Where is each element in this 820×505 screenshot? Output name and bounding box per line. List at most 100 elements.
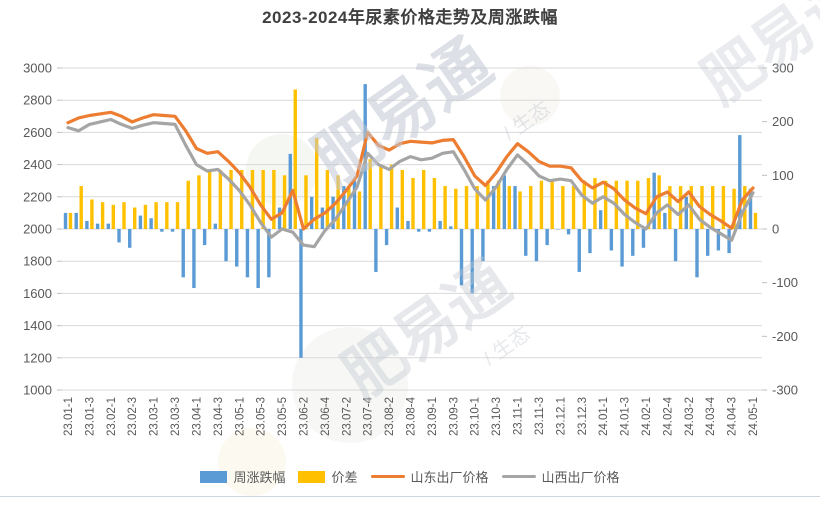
x-axis-label: 23.11-3 bbox=[534, 397, 546, 435]
right-axis-label: 100 bbox=[772, 168, 794, 183]
shandong-price-line bbox=[66, 110, 755, 231]
right-axis-label: -100 bbox=[772, 275, 798, 290]
weekly-change-bar bbox=[331, 196, 335, 229]
weekly-change-bar bbox=[95, 223, 100, 229]
spread-bar bbox=[732, 188, 736, 229]
weekly-change-bar bbox=[577, 229, 581, 272]
x-axis-label: 23.05-1 bbox=[234, 397, 246, 436]
watermark-blob bbox=[500, 66, 560, 126]
chart-title: 2023-2024年尿素价格走势及周涨跌幅 bbox=[262, 8, 558, 27]
x-axis-label: 23.06-2 bbox=[298, 397, 310, 436]
x-axis-label: 23.01-1 bbox=[63, 397, 75, 436]
spread-bar bbox=[229, 169, 233, 229]
spread-bar bbox=[143, 204, 148, 229]
weekly-change-bar bbox=[245, 229, 250, 278]
x-axis-label: 23.07-4 bbox=[363, 396, 375, 436]
spread-bar bbox=[133, 207, 137, 229]
x-axis-label: 24.01-1 bbox=[598, 397, 610, 436]
x-axis-label: 23.03-1 bbox=[149, 397, 161, 436]
left-axis-label: 1200 bbox=[23, 350, 52, 365]
spread-bar bbox=[79, 186, 83, 229]
weekly-change-bar bbox=[470, 229, 474, 294]
spread-bar bbox=[261, 169, 265, 229]
x-axis-label: 24.02-4 bbox=[662, 396, 674, 436]
spread-bar bbox=[646, 178, 651, 229]
right-axis-label: 200 bbox=[772, 114, 794, 129]
weekly-change-bar bbox=[406, 220, 410, 229]
weekly-change-bar bbox=[705, 229, 710, 256]
left-axis-label: 2400 bbox=[23, 157, 52, 172]
spread-bar bbox=[539, 180, 544, 229]
weekly-change-bar bbox=[481, 229, 485, 262]
spread-bar bbox=[422, 169, 426, 229]
weekly-change-bar bbox=[534, 229, 539, 262]
spread-bar bbox=[240, 169, 244, 229]
x-axis-label: 23.04-1 bbox=[191, 397, 203, 436]
legend-bar-swatch bbox=[200, 470, 228, 483]
weekly-change-bar bbox=[524, 229, 528, 256]
spread-bar bbox=[250, 169, 255, 229]
left-axis-label: 1800 bbox=[23, 254, 52, 269]
weekly-change-bar bbox=[566, 229, 571, 235]
weekly-change-bar bbox=[149, 218, 153, 229]
legend-line-swatch bbox=[501, 474, 536, 479]
weekly-change-bar bbox=[695, 229, 699, 278]
spread-bar bbox=[111, 204, 116, 229]
weekly-change-bar bbox=[438, 220, 442, 229]
spread-bar bbox=[90, 199, 94, 229]
spread-bar bbox=[100, 202, 105, 229]
weekly-change-bar bbox=[502, 175, 507, 229]
weekly-change-bar bbox=[117, 229, 121, 243]
spread-bar bbox=[550, 180, 554, 229]
weekly-change-bar bbox=[641, 229, 646, 248]
x-axis-label: 23.10-1 bbox=[470, 397, 482, 436]
x-axis-label: 24.04-3 bbox=[727, 397, 739, 436]
bottom-edge-line bbox=[0, 496, 820, 497]
x-axis-label: 23.02-1 bbox=[106, 397, 118, 436]
left-axis-label: 1400 bbox=[23, 318, 52, 333]
spread-bar bbox=[389, 164, 394, 229]
weekly-change-bar bbox=[309, 196, 314, 229]
spread-bar bbox=[347, 186, 351, 229]
weekly-change-bar bbox=[277, 207, 282, 229]
x-axis-label: 24.05-1 bbox=[748, 397, 760, 436]
weekly-change-bar bbox=[267, 229, 271, 278]
legend-label: 山西出厂价格 bbox=[541, 470, 620, 485]
watermark-blob bbox=[218, 428, 286, 496]
legend-item: 山东出厂价格 bbox=[370, 467, 489, 486]
spread-bar bbox=[657, 175, 661, 229]
weekly-change-bar bbox=[256, 229, 260, 289]
spread-bar bbox=[561, 186, 565, 229]
spread-bar bbox=[582, 180, 586, 229]
weekly-change-bar bbox=[588, 229, 592, 254]
x-axis-label: 23.05-3 bbox=[256, 397, 268, 436]
spread-bar bbox=[625, 180, 629, 229]
shanxi-price-line bbox=[66, 117, 755, 249]
spread-bar bbox=[357, 191, 362, 229]
spread-bar bbox=[678, 186, 683, 229]
chart-legend: 周涨跌幅 价差 山东出厂价格 山西出厂价格 bbox=[0, 467, 820, 486]
spread-bar bbox=[154, 202, 158, 229]
weekly-change-bar bbox=[192, 229, 196, 289]
spread-bar bbox=[464, 186, 469, 229]
legend-label: 周涨跌幅 bbox=[233, 470, 286, 485]
x-axis-label: 24.01-3 bbox=[620, 397, 632, 436]
weekly-change-bar bbox=[427, 229, 432, 232]
spread-bar bbox=[68, 212, 73, 229]
x-axis-label: 23.08-4 bbox=[406, 396, 418, 436]
x-axis-label: 24.03-4 bbox=[705, 396, 717, 436]
spread-bar bbox=[175, 202, 180, 229]
weekly-change-bar bbox=[673, 229, 678, 262]
spread-bar bbox=[197, 175, 201, 229]
weekly-change-bar bbox=[513, 186, 517, 229]
x-axis-label: 23.06-4 bbox=[320, 396, 332, 436]
spread-bar bbox=[636, 180, 640, 229]
x-axis-label: 24.02-1 bbox=[641, 397, 653, 436]
weekly-change-bar bbox=[160, 229, 164, 232]
spread-bar bbox=[518, 191, 522, 229]
weekly-change-bar bbox=[202, 229, 207, 246]
weekly-change-bar bbox=[352, 180, 357, 229]
spread-bar bbox=[122, 202, 126, 229]
